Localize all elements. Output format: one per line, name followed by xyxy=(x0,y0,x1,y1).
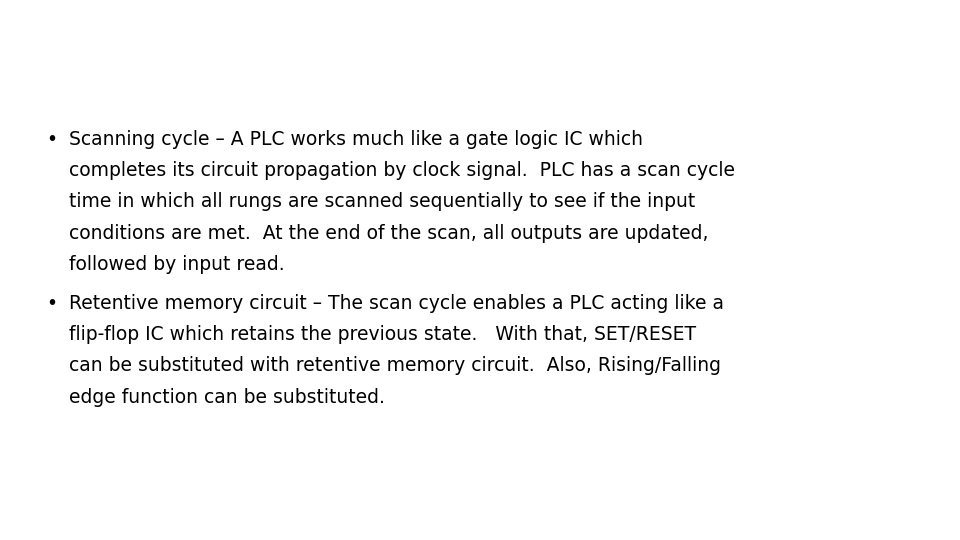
Text: •: • xyxy=(46,294,58,313)
Text: can be substituted with retentive memory circuit.  Also, Rising/Falling: can be substituted with retentive memory… xyxy=(69,356,721,375)
Text: Scanning cycle – A PLC works much like a gate logic IC which: Scanning cycle – A PLC works much like a… xyxy=(69,130,643,148)
Text: •: • xyxy=(46,130,58,148)
Text: Retentive memory circuit – The scan cycle enables a PLC acting like a: Retentive memory circuit – The scan cycl… xyxy=(69,294,724,313)
Text: completes its circuit propagation by clock signal.  PLC has a scan cycle: completes its circuit propagation by clo… xyxy=(69,161,735,180)
Text: time in which all rungs are scanned sequentially to see if the input: time in which all rungs are scanned sequ… xyxy=(69,192,695,211)
Text: flip-flop IC which retains the previous state.   With that, SET/RESET: flip-flop IC which retains the previous … xyxy=(69,325,696,344)
Text: edge function can be substituted.: edge function can be substituted. xyxy=(69,388,385,407)
Text: conditions are met.  At the end of the scan, all outputs are updated,: conditions are met. At the end of the sc… xyxy=(69,224,708,242)
Text: followed by input read.: followed by input read. xyxy=(69,255,285,274)
